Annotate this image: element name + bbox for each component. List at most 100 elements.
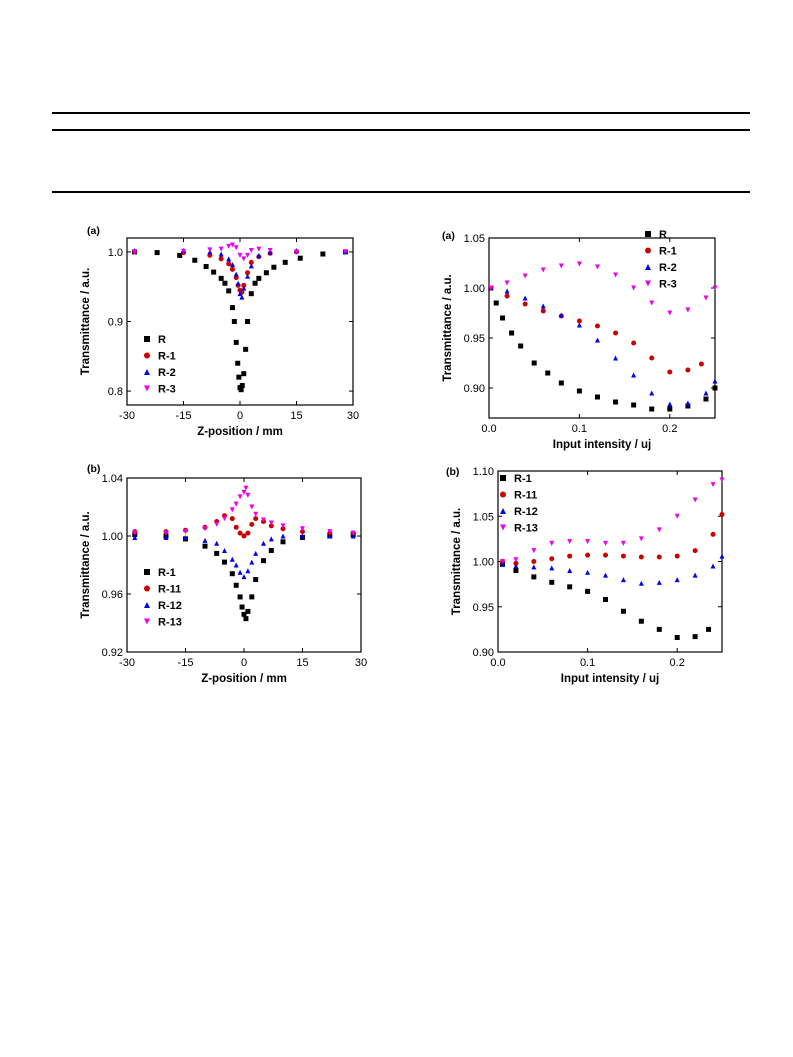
- data-point: [613, 355, 619, 361]
- data-point: [504, 288, 510, 294]
- data-point: [226, 243, 232, 249]
- data-point: [229, 242, 235, 248]
- data-point: [249, 504, 255, 510]
- legend-label: R-12: [158, 600, 182, 612]
- data-point: [594, 337, 600, 343]
- data-point: [229, 571, 235, 577]
- data-point: [249, 559, 255, 565]
- data-point: [249, 521, 255, 527]
- y-axis-label: Transmittance / a.u.: [80, 268, 92, 375]
- data-point: [248, 259, 254, 265]
- data-point: [342, 249, 348, 255]
- data-point: [181, 248, 186, 254]
- legend-label: R: [659, 229, 667, 241]
- legend-marker: [500, 508, 506, 514]
- series-R-3: [132, 242, 348, 262]
- data-point: [241, 282, 247, 288]
- x-tick-label: 30: [347, 410, 359, 422]
- data-point: [531, 559, 537, 564]
- data-point: [703, 295, 709, 301]
- data-point: [231, 319, 237, 324]
- data-point: [202, 526, 208, 532]
- data-point: [243, 485, 249, 491]
- data-point: [235, 360, 241, 366]
- series-R-1: [499, 561, 712, 641]
- data-point: [674, 513, 680, 519]
- legend-label: R-1: [158, 351, 176, 363]
- data-point: [300, 533, 305, 539]
- data-point: [236, 374, 242, 380]
- data-point: [248, 248, 254, 254]
- legend: R-1 R-11 R-12 R-13: [500, 473, 538, 535]
- data-point: [692, 548, 698, 554]
- data-point: [350, 530, 356, 536]
- legend-marker: [144, 336, 150, 342]
- data-point: [202, 543, 208, 549]
- chart-panel-2: 0.0 0.1 0.2 0.90 0.95 1.00 1.05 Input intensity…: [442, 229, 718, 451]
- data-point: [631, 340, 637, 346]
- y-tick-label: 0.92: [102, 647, 123, 659]
- series-R-1: [488, 285, 704, 375]
- data-point: [241, 285, 247, 291]
- data-point: [256, 252, 262, 258]
- x-tick-label: 0.0: [481, 423, 496, 435]
- data-point: [585, 552, 591, 558]
- data-point: [719, 553, 725, 559]
- data-point: [233, 562, 239, 568]
- data-point: [703, 396, 709, 402]
- data-point: [267, 248, 273, 254]
- data-point: [576, 388, 582, 394]
- data-point: [531, 564, 537, 570]
- data-point: [132, 534, 138, 540]
- data-point: [222, 280, 228, 286]
- data-point: [674, 577, 680, 583]
- data-point: [712, 378, 718, 384]
- legend-label: R: [158, 334, 166, 346]
- data-point: [685, 367, 691, 373]
- data-point: [667, 369, 673, 375]
- data-point: [248, 291, 254, 297]
- data-point: [237, 252, 243, 258]
- data-point: [132, 530, 138, 536]
- x-axis-label: Input intensity / uj: [553, 439, 651, 451]
- data-point: [241, 533, 247, 539]
- data-point: [692, 572, 698, 578]
- data-point: [499, 559, 505, 564]
- x-tick-label: 0: [237, 410, 243, 422]
- data-point: [499, 561, 505, 567]
- data-point: [229, 266, 235, 272]
- legend-marker: [645, 247, 651, 254]
- data-point: [703, 390, 709, 396]
- data-point: [504, 280, 510, 286]
- data-point: [235, 280, 241, 286]
- y-axis-label: Transmittance / a.u.: [451, 508, 463, 615]
- data-point: [214, 540, 220, 546]
- data-point: [243, 346, 249, 352]
- data-point: [222, 559, 227, 565]
- x-tick-label: -15: [178, 657, 194, 669]
- data-point: [280, 526, 286, 532]
- x-tick-label: 0: [241, 657, 247, 669]
- legend-marker: [144, 385, 150, 392]
- data-point: [576, 318, 582, 324]
- y-tick-label: 0.90: [464, 383, 485, 395]
- data-point: [603, 552, 609, 558]
- data-point: [154, 250, 160, 256]
- data-point: [268, 523, 274, 529]
- data-point: [241, 611, 247, 617]
- data-point: [280, 539, 286, 545]
- data-point: [233, 501, 239, 507]
- x-tick-label: 0.2: [670, 657, 685, 669]
- data-point: [522, 295, 528, 301]
- data-point: [253, 550, 259, 556]
- data-point: [320, 251, 326, 257]
- legend: R-1 R-11 R-12 R-13: [144, 567, 182, 629]
- data-point: [649, 355, 655, 361]
- data-point: [256, 275, 262, 281]
- legend-label: R-3: [659, 279, 677, 291]
- legend-marker: [144, 369, 150, 375]
- data-point: [243, 616, 249, 622]
- data-point: [245, 270, 251, 276]
- data-point: [261, 558, 266, 564]
- data-point: [594, 264, 600, 270]
